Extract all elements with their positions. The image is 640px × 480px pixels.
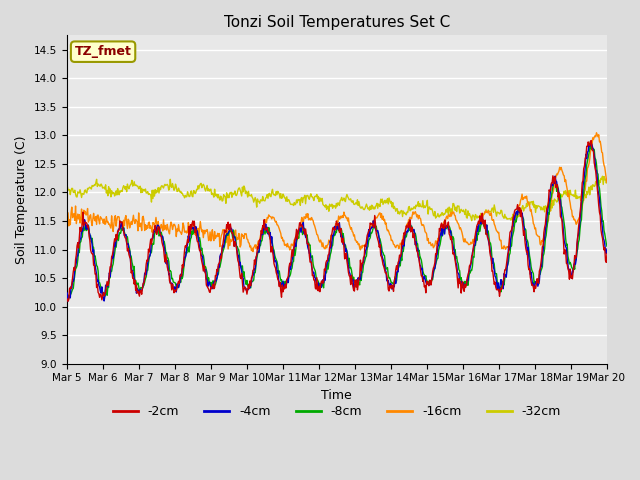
Title: Tonzi Soil Temperatures Set C: Tonzi Soil Temperatures Set C bbox=[223, 15, 450, 30]
Y-axis label: Soil Temperature (C): Soil Temperature (C) bbox=[15, 135, 28, 264]
Legend: -2cm, -4cm, -8cm, -16cm, -32cm: -2cm, -4cm, -8cm, -16cm, -32cm bbox=[108, 400, 566, 423]
X-axis label: Time: Time bbox=[321, 389, 352, 402]
Text: TZ_fmet: TZ_fmet bbox=[75, 45, 131, 58]
